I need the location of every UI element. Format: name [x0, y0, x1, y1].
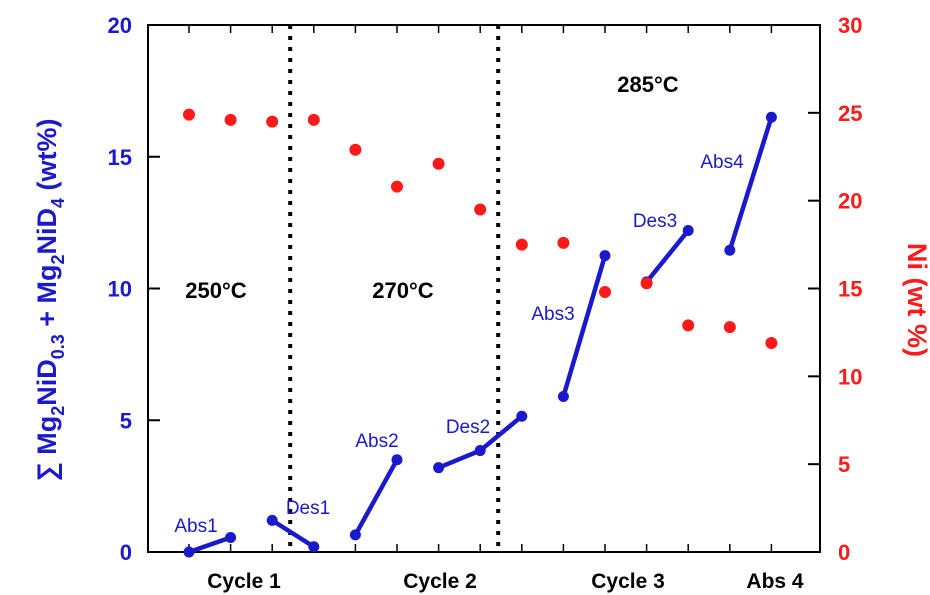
- right-axis-label: Ni (wt %): [902, 243, 930, 357]
- red-data-point: [557, 236, 570, 249]
- right-tick-label: 25: [838, 101, 862, 126]
- segment-label-des1: Des1: [286, 498, 330, 519]
- temperature-label: 285°C: [617, 72, 679, 97]
- temperature-label: 250°C: [185, 278, 247, 303]
- x-category-label: Cycle 1: [207, 570, 281, 593]
- segment-label-abs1: Abs1: [174, 516, 217, 537]
- blue-data-point: [682, 225, 694, 237]
- red-data-point: [765, 336, 778, 349]
- red-data-point: [391, 180, 403, 193]
- right-tick-label: 20: [838, 189, 862, 214]
- blue-data-point: [349, 529, 361, 541]
- red-data-point: [599, 286, 611, 299]
- red-data-point: [640, 277, 653, 290]
- blue-data-point: [433, 462, 445, 474]
- blue-data-point: [599, 250, 611, 262]
- segment-line-abs3: [561, 253, 608, 399]
- blue-data-point: [516, 410, 528, 422]
- left-tick-label: 0: [120, 540, 132, 565]
- segment-line-abs1: [186, 535, 233, 555]
- temperature-label: 270°C: [372, 278, 434, 303]
- red-data-point: [474, 203, 487, 216]
- right-tick-label: 30: [838, 13, 862, 38]
- segment-line-abs4: [727, 114, 774, 253]
- red-data-point: [183, 108, 195, 121]
- segment-line-abs2: [353, 457, 400, 538]
- left-tick-label: 20: [108, 13, 132, 38]
- right-tick-label: 0: [838, 540, 850, 565]
- blue-data-point: [557, 391, 569, 403]
- red-data-point: [515, 238, 528, 251]
- x-category-label: Abs 4: [746, 570, 804, 593]
- blue-data-point: [183, 546, 195, 558]
- right-tick-label: 10: [838, 364, 862, 389]
- right-tick-label: 15: [838, 277, 862, 302]
- red-data-point: [349, 143, 362, 156]
- blue-data-point: [391, 454, 403, 466]
- plot-frame: [147, 24, 821, 553]
- red-data-point: [682, 319, 695, 332]
- left-tick-label: 5: [120, 408, 132, 433]
- segment-label-des3: Des3: [633, 211, 677, 232]
- blue-data-point: [724, 244, 736, 256]
- red-data-point: [432, 157, 445, 170]
- left-tick-label: 10: [108, 277, 132, 302]
- red-data-point: [224, 113, 237, 126]
- segment-line-des3: [644, 228, 691, 285]
- x-category-label: Cycle 3: [591, 570, 665, 593]
- blue-data-point: [308, 541, 320, 553]
- red-data-point: [307, 113, 320, 126]
- blue-data-point: [266, 514, 278, 526]
- segment-label-abs2: Abs2: [355, 431, 398, 452]
- left-axis-label: ∑ Mg2NiD0.3 + Mg2NiD4 (wt%): [32, 118, 68, 481]
- blue-data-point: [474, 445, 486, 457]
- segment-label-des2: Des2: [446, 417, 490, 438]
- segment-label-abs3: Abs3: [531, 304, 574, 325]
- right-tick-label: 5: [838, 452, 850, 477]
- red-data-point: [266, 115, 279, 128]
- segment-line-des1: [269, 518, 317, 549]
- red-data-point: [723, 321, 736, 334]
- blue-data-point: [225, 532, 237, 544]
- left-tick-label: 15: [108, 145, 132, 170]
- x-category-label: Cycle 2: [403, 570, 477, 593]
- segment-label-abs4: Abs4: [700, 152, 744, 173]
- blue-data-point: [765, 111, 777, 123]
